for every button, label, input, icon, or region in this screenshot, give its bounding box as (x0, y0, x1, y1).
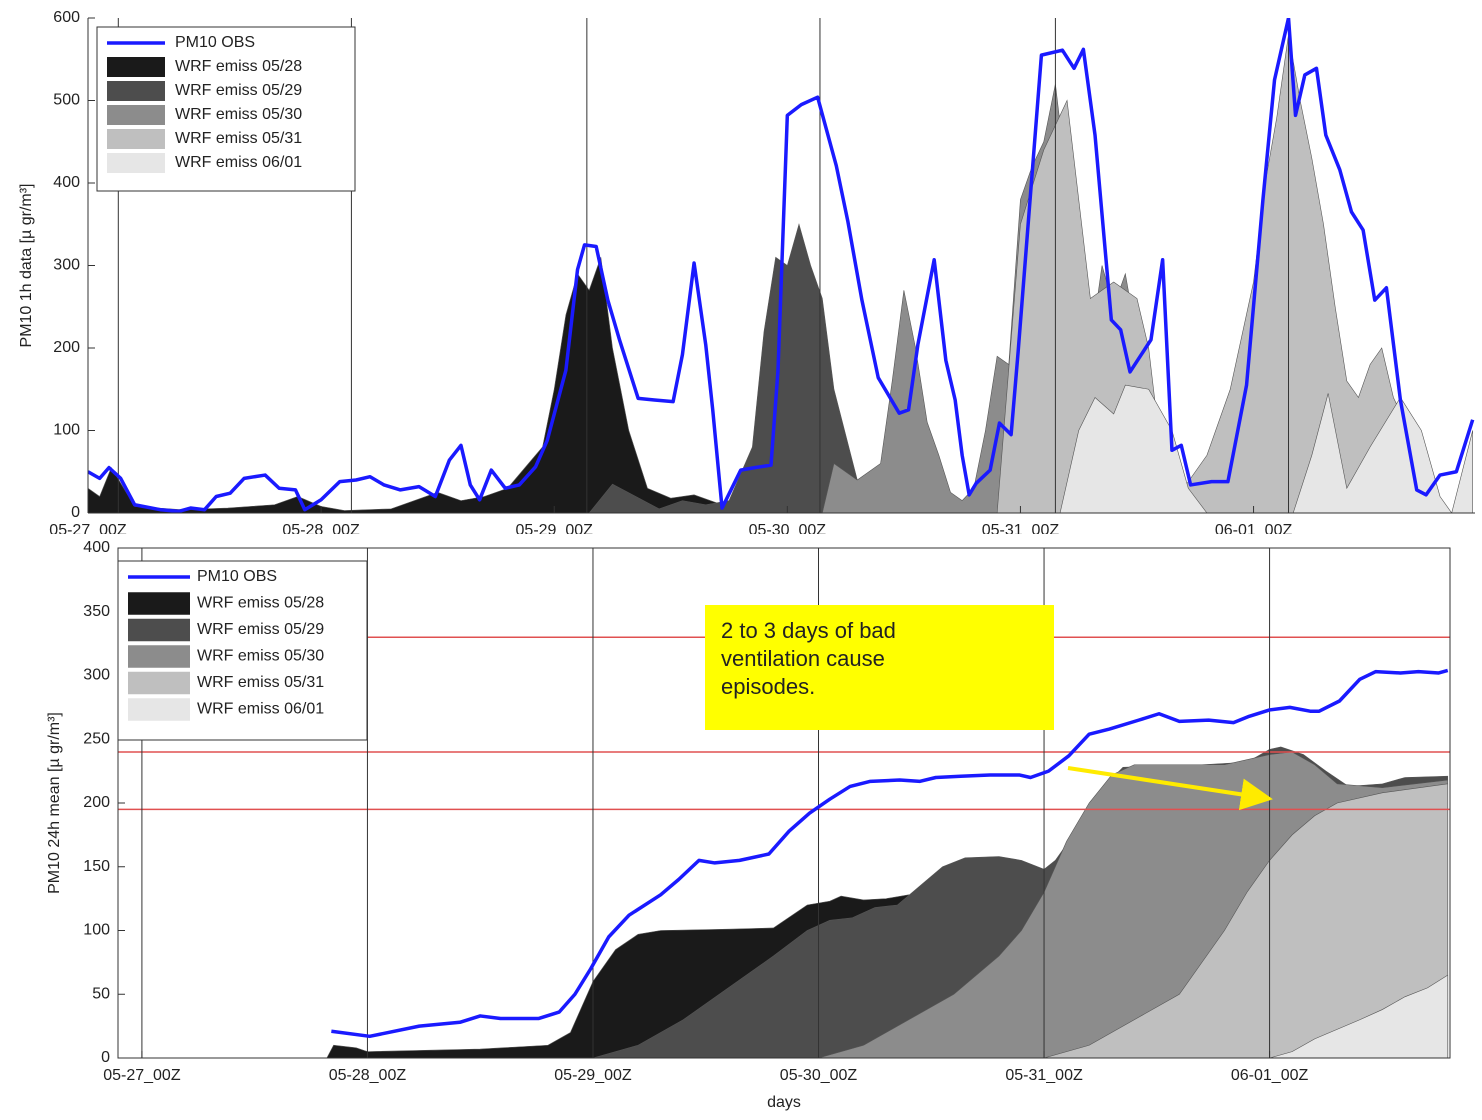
legend: PM10 OBS WRF emiss 05/28 WRF emiss 05/29 WR… (117, 560, 368, 741)
legend-swatch (107, 57, 165, 77)
legend: PM10 OBS WRF emiss 05/28 WRF emiss 05/29 WR… (96, 26, 356, 192)
legend-label: PM10 OBS (175, 34, 255, 51)
y-tick-label: 250 (83, 730, 110, 747)
line (88, 18, 1475, 513)
legend-swatch (107, 153, 165, 173)
legend-label: PM10 OBS (197, 568, 277, 585)
legend-swatch (107, 81, 165, 101)
y-tick-label: 600 (53, 9, 80, 26)
y-tick-label: 50 (92, 985, 110, 1002)
x-axis-title: days (767, 1094, 801, 1111)
x-tick-label: 05-28_00Z (329, 1067, 407, 1084)
y-tick-label: 400 (53, 174, 80, 191)
legend-label: WRF emiss 05/29 (175, 82, 302, 99)
legend-label: WRF emiss 06/01 (175, 154, 302, 171)
legend-swatch (128, 618, 190, 642)
legend-label: WRF emiss 06/01 (197, 701, 324, 718)
legend-swatch (128, 671, 190, 695)
y-tick-label: 500 (53, 92, 80, 109)
annotation-box (705, 605, 1054, 730)
y-tick-label: 300 (83, 667, 110, 684)
x-tick-label: 06-01_00Z (1231, 1067, 1309, 1084)
legend-label: WRF emiss 05/31 (175, 130, 302, 147)
y-tick-label: 200 (83, 794, 110, 811)
line (331, 668, 1449, 1039)
x-tick-label: 05-30_00Z (780, 1067, 858, 1084)
legend-swatch (107, 105, 165, 125)
y-tick-label: 350 (83, 603, 110, 620)
y-tick-label: 0 (71, 504, 80, 521)
y-axis-title: PM10 1h data [µ gr/m³] (18, 184, 35, 348)
area (1043, 783, 1449, 1058)
x-tick-label: 05-29_00Z (554, 1067, 632, 1084)
y-tick-label: 100 (83, 922, 110, 939)
y-axis-title: PM10 24h mean [µ gr/m³] (46, 712, 63, 894)
legend-label: WRF emiss 05/28 (197, 595, 324, 612)
legend-swatch (128, 645, 190, 668)
legend-label: WRF emiss 05/31 (197, 674, 324, 691)
annotation: 2 to 3 days of bad ventilation cause epi… (705, 605, 1273, 811)
legend-label: WRF emiss 05/30 (175, 106, 302, 123)
y-tick-label: 150 (83, 858, 110, 875)
y-tick-label: 0 (101, 1049, 110, 1066)
legend-label: WRF emiss 05/30 (197, 648, 324, 665)
y-tick-label: 300 (53, 257, 80, 274)
area (996, 34, 1418, 513)
legend-swatch (128, 698, 190, 721)
plot-area (118, 548, 1450, 1058)
x-tick-label: 05-31_00Z (1005, 1067, 1083, 1084)
annotation-text-box: 2 to 3 days of bad ventilation cause epi… (721, 618, 896, 699)
area (1059, 384, 1473, 513)
area (88, 257, 730, 513)
x-tick-label: 05-27_00Z (103, 1067, 181, 1084)
y-tick-label: 400 (83, 539, 110, 556)
annotation-text: 2 to 3 days of bad ventilation cause epi… (721, 618, 896, 699)
y-tick-label: 200 (53, 339, 80, 356)
plot-area (88, 18, 1475, 513)
bottom-panel: 0 50 100 150 200 250 300 350 400 05-27_00Z 05-28_0… (46, 539, 1451, 1111)
annotation-arrow (1067, 766, 1273, 811)
legend-label: WRF emiss 05/29 (197, 621, 324, 638)
y-tick-label: 100 (53, 422, 80, 439)
legend-swatch (128, 592, 190, 615)
legend-label: WRF emiss 05/28 (175, 58, 302, 75)
legend-swatch (107, 129, 165, 149)
area (1269, 974, 1449, 1058)
